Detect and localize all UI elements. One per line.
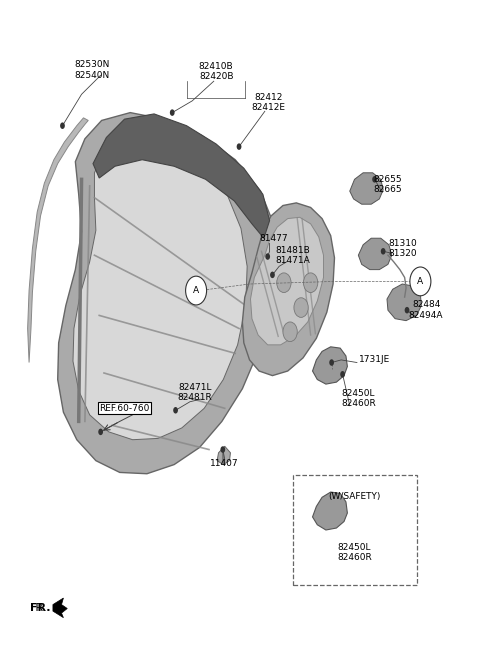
Polygon shape — [93, 114, 270, 238]
Polygon shape — [387, 284, 421, 321]
Polygon shape — [217, 446, 230, 464]
Circle shape — [303, 273, 318, 292]
Text: REF.60-760: REF.60-760 — [99, 404, 150, 413]
Polygon shape — [359, 238, 392, 269]
Text: FR.: FR. — [30, 603, 48, 613]
Text: 11407: 11407 — [210, 459, 239, 468]
Circle shape — [405, 307, 409, 313]
Circle shape — [294, 298, 308, 317]
Text: 81477: 81477 — [259, 234, 288, 242]
Polygon shape — [58, 112, 277, 474]
Circle shape — [277, 273, 291, 292]
Text: 82471L
82481R: 82471L 82481R — [177, 383, 212, 402]
Circle shape — [173, 407, 178, 413]
Circle shape — [283, 322, 297, 342]
Circle shape — [340, 371, 345, 378]
Polygon shape — [251, 217, 324, 345]
Polygon shape — [312, 347, 348, 384]
Text: 82450L
82460R: 82450L 82460R — [337, 543, 372, 562]
Circle shape — [329, 359, 334, 366]
Circle shape — [372, 176, 377, 183]
Polygon shape — [350, 173, 383, 204]
Circle shape — [60, 122, 65, 129]
Polygon shape — [53, 598, 67, 618]
Polygon shape — [312, 492, 348, 530]
Circle shape — [237, 143, 241, 150]
Circle shape — [265, 253, 270, 260]
Text: 81481B
81471A: 81481B 81471A — [275, 246, 310, 265]
Text: A: A — [193, 286, 199, 295]
Circle shape — [410, 267, 431, 296]
Polygon shape — [73, 142, 247, 440]
Circle shape — [381, 248, 385, 254]
Text: 81310
81320: 81310 81320 — [388, 239, 417, 258]
Circle shape — [220, 446, 225, 453]
Circle shape — [270, 271, 275, 278]
Text: 82655
82665: 82655 82665 — [373, 175, 402, 194]
Circle shape — [186, 276, 206, 305]
Text: 82484
82494A: 82484 82494A — [409, 300, 444, 320]
Text: 1731JE: 1731JE — [360, 355, 391, 364]
Circle shape — [170, 109, 175, 116]
Text: A: A — [417, 277, 423, 286]
Polygon shape — [242, 203, 335, 376]
Circle shape — [98, 428, 103, 435]
Text: (W/SAFETY): (W/SAFETY) — [328, 492, 381, 501]
Text: FR.: FR. — [30, 603, 50, 613]
Text: 82412
82412E: 82412 82412E — [252, 93, 286, 112]
Text: 82410B
82420B: 82410B 82420B — [199, 62, 233, 81]
Polygon shape — [28, 118, 88, 363]
Text: 82530N
82540N: 82530N 82540N — [74, 60, 110, 79]
Text: 82450L
82460R: 82450L 82460R — [341, 389, 376, 408]
